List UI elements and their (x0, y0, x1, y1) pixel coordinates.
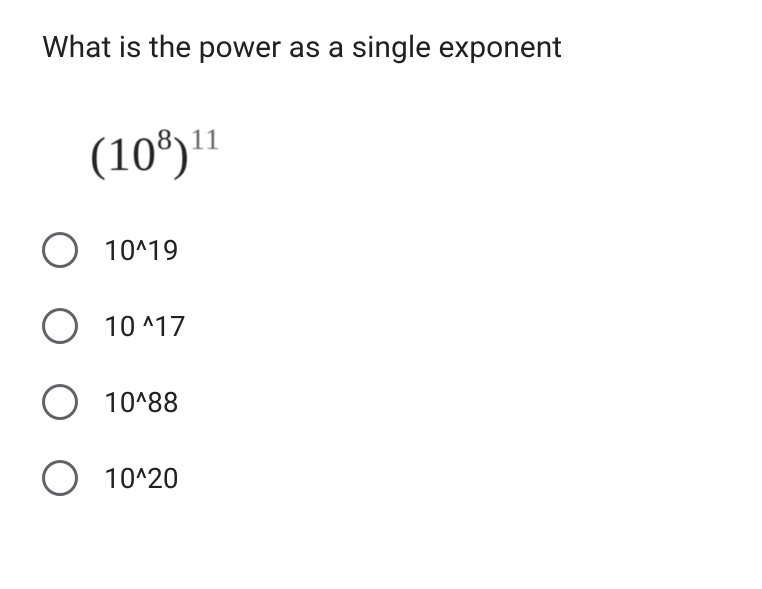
option-label: 10^19 (104, 234, 179, 267)
options-group: 10^19 10 ^17 10^88 10^20 (42, 232, 720, 496)
option-row-2[interactable]: 10^88 (42, 384, 720, 420)
radio-button[interactable] (42, 232, 78, 268)
expression-base: 10 (107, 128, 157, 181)
option-row-1[interactable]: 10 ^17 (42, 308, 720, 344)
option-label: 10^20 (104, 462, 179, 495)
question-text: What is the power as a single exponent (42, 30, 720, 65)
option-row-3[interactable]: 10^20 (42, 460, 720, 496)
option-row-0[interactable]: 10^19 (42, 232, 720, 268)
option-label: 10 ^17 (104, 310, 186, 343)
expression-outer-exponent: 11 (190, 123, 221, 156)
radio-button[interactable] (42, 460, 78, 496)
math-expression: (108)11 (90, 127, 720, 182)
option-label: 10^88 (104, 386, 179, 419)
radio-button[interactable] (42, 308, 78, 344)
radio-button[interactable] (42, 384, 78, 420)
expression-inner-exponent: 8 (157, 123, 173, 156)
